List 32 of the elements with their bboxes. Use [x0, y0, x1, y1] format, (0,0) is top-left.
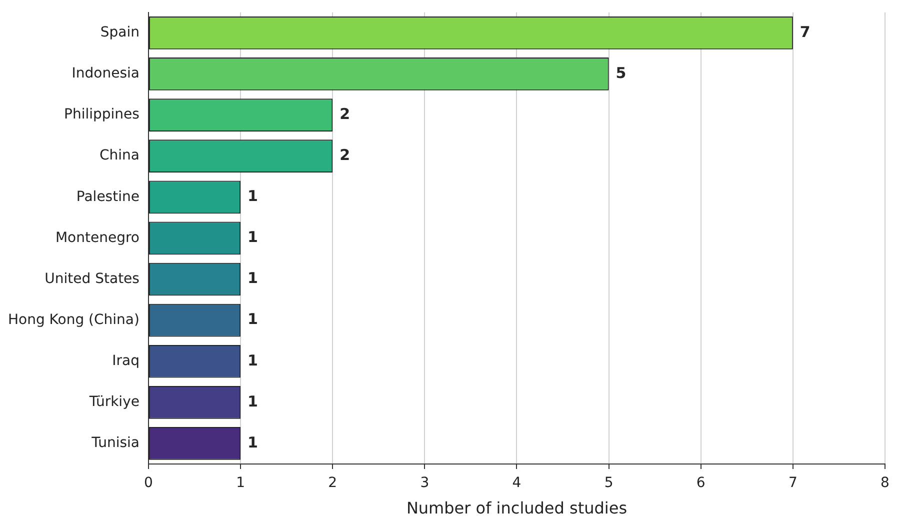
data-label: 1: [248, 310, 258, 328]
data-label: 1: [248, 433, 258, 452]
data-label: 1: [248, 351, 258, 370]
y-tick-label: Spain: [100, 24, 140, 41]
y-tick-label: Türkiye: [88, 394, 140, 410]
data-label: 1: [248, 392, 258, 410]
x-tick-label: 0: [144, 475, 153, 492]
x-tick-label: 7: [788, 475, 798, 492]
y-tick-label: Iraq: [112, 353, 140, 370]
x-axis-title: Number of included studies: [406, 498, 628, 518]
y-tick-label: United States: [44, 270, 140, 287]
data-label: 5: [616, 64, 626, 82]
x-tick-label: 1: [236, 475, 245, 492]
data-label: 7: [800, 22, 810, 41]
data-label: 1: [248, 269, 258, 288]
x-tick-label: 8: [880, 475, 890, 492]
y-tick-label: Hong Kong (China): [8, 312, 140, 328]
data-label: 2: [340, 146, 350, 164]
x-tick-label: 6: [696, 475, 706, 492]
y-tick-label: Palestine: [76, 188, 140, 205]
x-tick-label: 4: [512, 475, 522, 492]
x-tick-label: 3: [420, 475, 430, 492]
y-tick-label: Indonesia: [72, 66, 140, 82]
data-label: 2: [340, 104, 350, 123]
x-tick-label: 5: [604, 475, 614, 492]
data-label: 1: [248, 228, 258, 246]
y-tick-label: Tunisia: [90, 435, 140, 452]
y-tick-label: China: [99, 148, 140, 164]
data-label: 1: [248, 187, 258, 206]
y-tick-label: Montenegro: [55, 230, 140, 246]
x-tick-label: 2: [328, 475, 338, 492]
y-tick-label: Philippines: [64, 106, 140, 123]
